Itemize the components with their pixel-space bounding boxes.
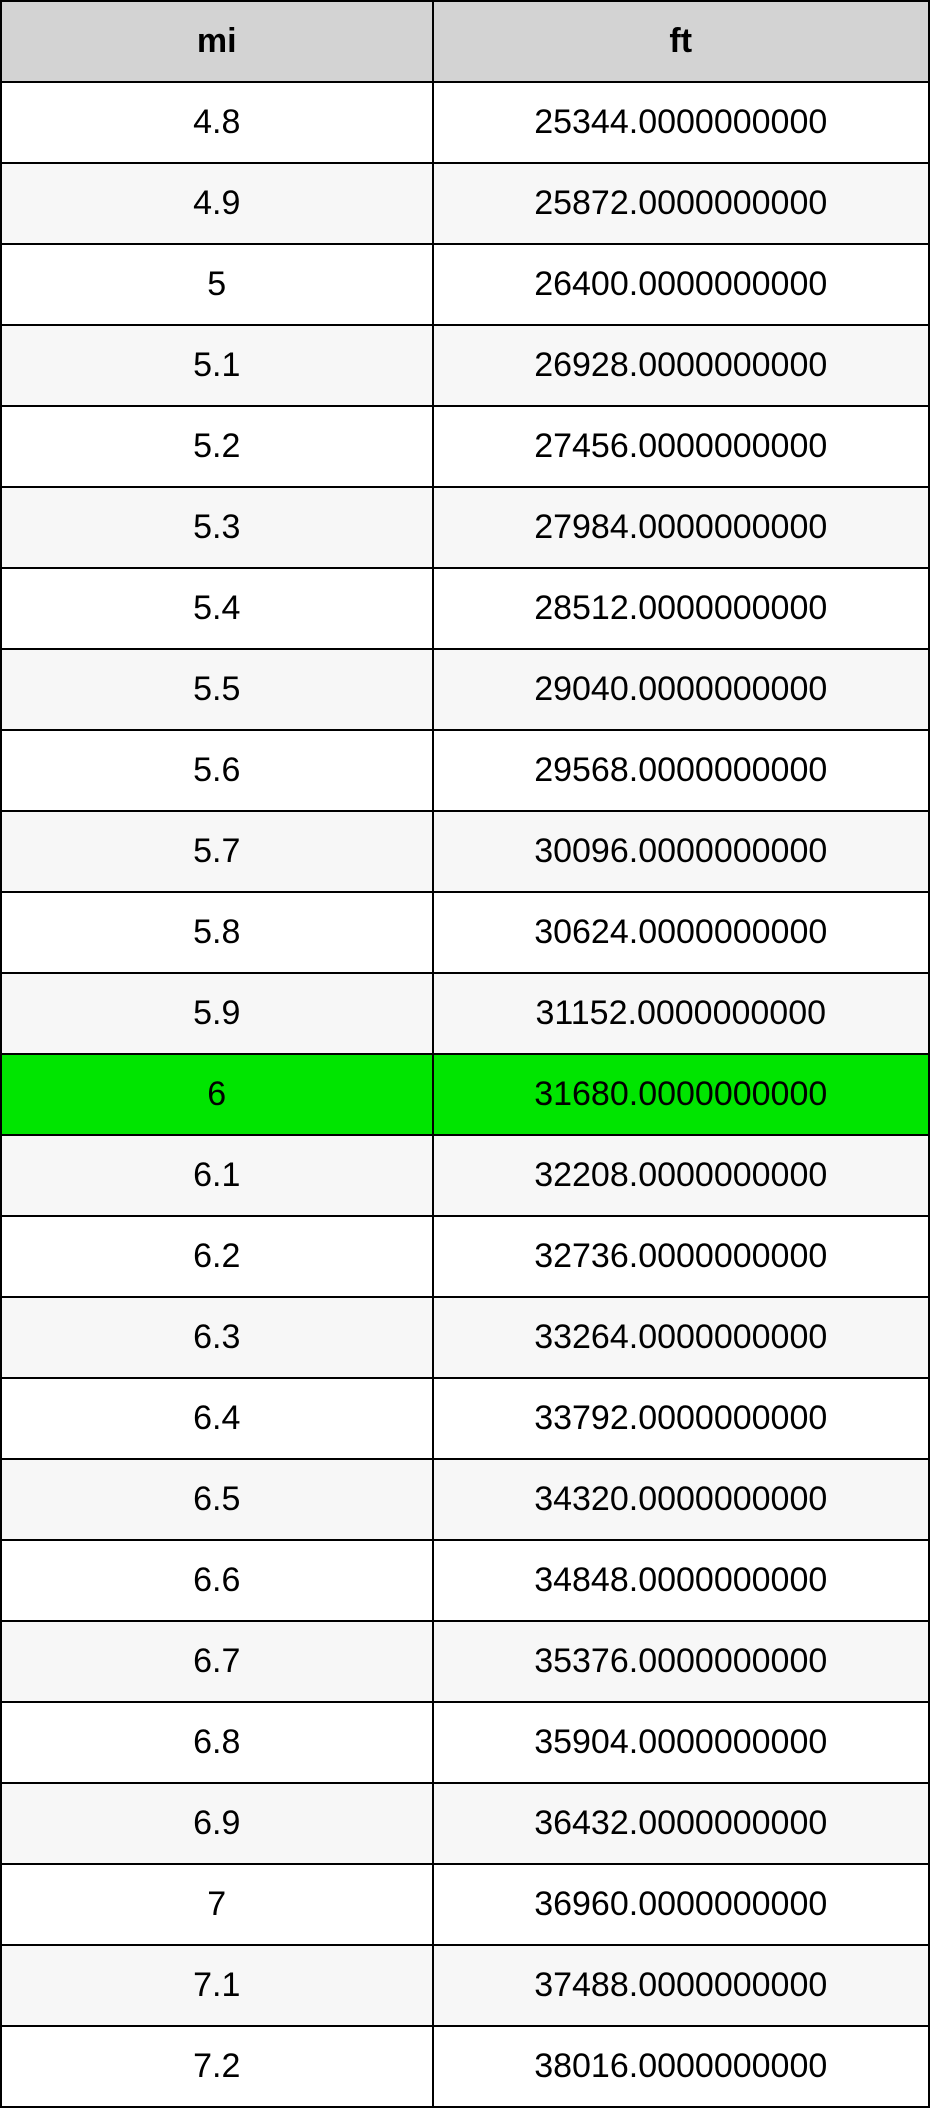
cell-ft: 32736.0000000000 [433,1216,929,1297]
col-header-ft: ft [433,1,929,82]
table-row: 5.126928.0000000000 [1,325,929,406]
table-row: 7.238016.0000000000 [1,2026,929,2107]
table-row: 5.931152.0000000000 [1,973,929,1054]
cell-mi: 5.4 [1,568,433,649]
cell-ft: 35904.0000000000 [433,1702,929,1783]
cell-ft: 33264.0000000000 [433,1297,929,1378]
cell-mi: 5.5 [1,649,433,730]
cell-mi: 4.8 [1,82,433,163]
table-row: 4.825344.0000000000 [1,82,929,163]
table-row: 6.333264.0000000000 [1,1297,929,1378]
cell-ft: 35376.0000000000 [433,1621,929,1702]
cell-ft: 31680.0000000000 [433,1054,929,1135]
cell-mi: 6 [1,1054,433,1135]
cell-ft: 36960.0000000000 [433,1864,929,1945]
cell-mi: 7 [1,1864,433,1945]
cell-ft: 30096.0000000000 [433,811,929,892]
table-row: 6.735376.0000000000 [1,1621,929,1702]
cell-mi: 6.2 [1,1216,433,1297]
cell-mi: 6.4 [1,1378,433,1459]
conversion-table-container: mi ft 4.825344.00000000004.925872.000000… [0,0,930,2108]
cell-mi: 5.7 [1,811,433,892]
cell-mi: 6.3 [1,1297,433,1378]
cell-mi: 5 [1,244,433,325]
table-body: 4.825344.00000000004.925872.000000000052… [1,82,929,2107]
table-row: 5.830624.0000000000 [1,892,929,973]
cell-mi: 5.6 [1,730,433,811]
cell-ft: 31152.0000000000 [433,973,929,1054]
cell-ft: 27456.0000000000 [433,406,929,487]
cell-ft: 29568.0000000000 [433,730,929,811]
cell-mi: 6.5 [1,1459,433,1540]
cell-ft: 26928.0000000000 [433,325,929,406]
table-row: 5.327984.0000000000 [1,487,929,568]
cell-mi: 5.8 [1,892,433,973]
cell-ft: 25872.0000000000 [433,163,929,244]
cell-ft: 36432.0000000000 [433,1783,929,1864]
cell-mi: 7.1 [1,1945,433,2026]
table-row: 6.132208.0000000000 [1,1135,929,1216]
cell-ft: 30624.0000000000 [433,892,929,973]
cell-ft: 34848.0000000000 [433,1540,929,1621]
col-header-mi: mi [1,1,433,82]
cell-ft: 27984.0000000000 [433,487,929,568]
cell-ft: 29040.0000000000 [433,649,929,730]
cell-mi: 5.1 [1,325,433,406]
table-header-row: mi ft [1,1,929,82]
table-row: 736960.0000000000 [1,1864,929,1945]
cell-ft: 28512.0000000000 [433,568,929,649]
cell-mi: 5.9 [1,973,433,1054]
cell-mi: 6.6 [1,1540,433,1621]
conversion-table: mi ft 4.825344.00000000004.925872.000000… [0,0,930,2108]
cell-mi: 6.8 [1,1702,433,1783]
cell-mi: 6.9 [1,1783,433,1864]
table-row: 6.534320.0000000000 [1,1459,929,1540]
table-row: 5.629568.0000000000 [1,730,929,811]
cell-ft: 32208.0000000000 [433,1135,929,1216]
table-row: 5.529040.0000000000 [1,649,929,730]
cell-ft: 38016.0000000000 [433,2026,929,2107]
table-row: 6.835904.0000000000 [1,1702,929,1783]
cell-ft: 25344.0000000000 [433,82,929,163]
cell-ft: 37488.0000000000 [433,1945,929,2026]
table-row: 6.232736.0000000000 [1,1216,929,1297]
cell-ft: 26400.0000000000 [433,244,929,325]
cell-ft: 33792.0000000000 [433,1378,929,1459]
table-row: 5.730096.0000000000 [1,811,929,892]
table-row: 4.925872.0000000000 [1,163,929,244]
table-row: 7.137488.0000000000 [1,1945,929,2026]
cell-mi: 4.9 [1,163,433,244]
table-row: 631680.0000000000 [1,1054,929,1135]
table-row: 6.936432.0000000000 [1,1783,929,1864]
table-row: 6.634848.0000000000 [1,1540,929,1621]
cell-ft: 34320.0000000000 [433,1459,929,1540]
table-row: 526400.0000000000 [1,244,929,325]
table-row: 5.227456.0000000000 [1,406,929,487]
table-row: 5.428512.0000000000 [1,568,929,649]
cell-mi: 5.2 [1,406,433,487]
cell-mi: 5.3 [1,487,433,568]
table-row: 6.433792.0000000000 [1,1378,929,1459]
cell-mi: 7.2 [1,2026,433,2107]
cell-mi: 6.1 [1,1135,433,1216]
cell-mi: 6.7 [1,1621,433,1702]
